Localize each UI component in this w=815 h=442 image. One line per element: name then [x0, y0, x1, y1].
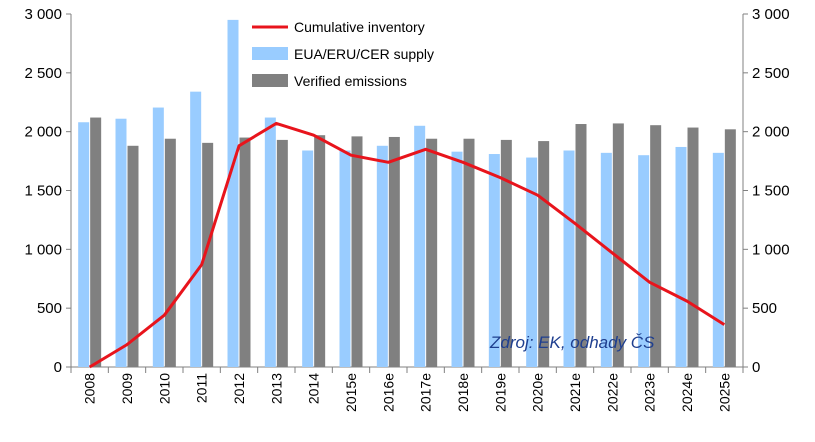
bar-emissions [724, 129, 736, 367]
y-tick-label-right: 0 [752, 359, 760, 376]
bar-emissions [463, 138, 475, 367]
bar-emissions [314, 135, 326, 367]
y-tick-label-left: 2 000 [24, 124, 62, 141]
x-tick-label: 2009 [119, 373, 135, 404]
y-tick-label-right: 3 000 [752, 6, 790, 23]
bar-supply [414, 125, 426, 368]
bar-emissions [687, 127, 699, 367]
y-tick-label-left: 2 500 [24, 65, 62, 82]
y-tick-label-left: 1 000 [24, 241, 62, 258]
x-tick-label: 2008 [82, 373, 98, 404]
x-tick-label: 2023e [642, 373, 658, 412]
y-tick-label-left: 500 [37, 300, 62, 317]
y-tick-label-right: 2 000 [752, 124, 790, 141]
inventory-line [88, 121, 726, 369]
bar-emissions [612, 123, 624, 368]
legend-label-inventory: Cumulative inventory [294, 19, 425, 35]
source-note: Zdroj: EK, odhady ČS [489, 333, 655, 352]
x-tick-label: 2025e [716, 373, 732, 412]
x-tick-label: 2017e [418, 373, 434, 412]
bar-emissions [538, 141, 550, 367]
x-tick-label: 2016e [380, 373, 396, 412]
bar-emissions [90, 117, 102, 368]
bar-emissions [239, 137, 251, 367]
bar-supply [526, 157, 538, 367]
legend-label-emissions: Verified emissions [294, 73, 407, 89]
x-tick-label: 2021e [567, 373, 583, 412]
x-tick-label: 2022e [604, 373, 620, 412]
y-tick-label-right: 1 000 [752, 241, 790, 258]
x-tick-label: 2020e [530, 373, 546, 412]
bars [78, 19, 736, 368]
bar-supply [227, 19, 239, 368]
legend-label-supply: EUA/ERU/CER supply [294, 46, 434, 62]
bar-emissions [276, 139, 288, 367]
bar-emissions [127, 145, 139, 367]
legend-swatch-emissions [252, 74, 288, 87]
bar-supply [115, 118, 127, 368]
y-tick-label-left: 3 000 [24, 6, 62, 23]
bar-supply [451, 151, 463, 367]
axes: 0 0 500 500 1 000 1 000 1 500 1 500 2 000 2 000 2 … [24, 6, 789, 412]
bar-emissions [426, 138, 438, 367]
bar-emissions [575, 124, 587, 367]
bar-supply [78, 122, 90, 368]
bar-supply [302, 150, 314, 367]
bar-supply [600, 152, 612, 367]
x-tick-label: 2024e [679, 373, 695, 412]
x-tick-label: 2013 [268, 373, 284, 404]
x-tick-label: 2018e [455, 373, 471, 412]
x-tick-label: 2014 [306, 373, 322, 404]
x-tick-label: 2015e [343, 373, 359, 412]
bar-supply [563, 150, 575, 367]
bar-supply [712, 152, 724, 367]
bar-emissions [650, 125, 662, 367]
y-tick-label-left: 0 [54, 359, 62, 376]
legend: Cumulative inventory EUA/ERU/CER supply Ve… [252, 19, 434, 89]
bar-emissions [164, 138, 176, 367]
bar-emissions [351, 136, 363, 367]
x-tick-label: 2011 [194, 373, 210, 403]
bar-supply [376, 145, 388, 367]
y-tick-label-right: 500 [752, 300, 777, 317]
y-tick-label-left: 1 500 [24, 183, 62, 200]
bar-emissions [500, 139, 512, 367]
bar-supply [638, 155, 650, 367]
inventory-line-group [88, 121, 726, 369]
bar-supply [488, 154, 500, 367]
bar-supply [190, 91, 202, 367]
bar-supply [675, 146, 687, 367]
bar-supply [152, 107, 164, 368]
y-tick-label-right: 1 500 [752, 183, 790, 200]
legend-swatch-supply [252, 47, 288, 60]
y-tick-label-right: 2 500 [752, 65, 790, 82]
x-tick-label: 2019e [492, 373, 508, 412]
bar-emissions [388, 136, 400, 367]
x-tick-label: 2010 [156, 373, 172, 404]
bar-emissions [202, 142, 214, 367]
bar-supply [339, 150, 351, 367]
x-tick-label: 2012 [231, 373, 247, 404]
bar-supply [264, 117, 276, 368]
